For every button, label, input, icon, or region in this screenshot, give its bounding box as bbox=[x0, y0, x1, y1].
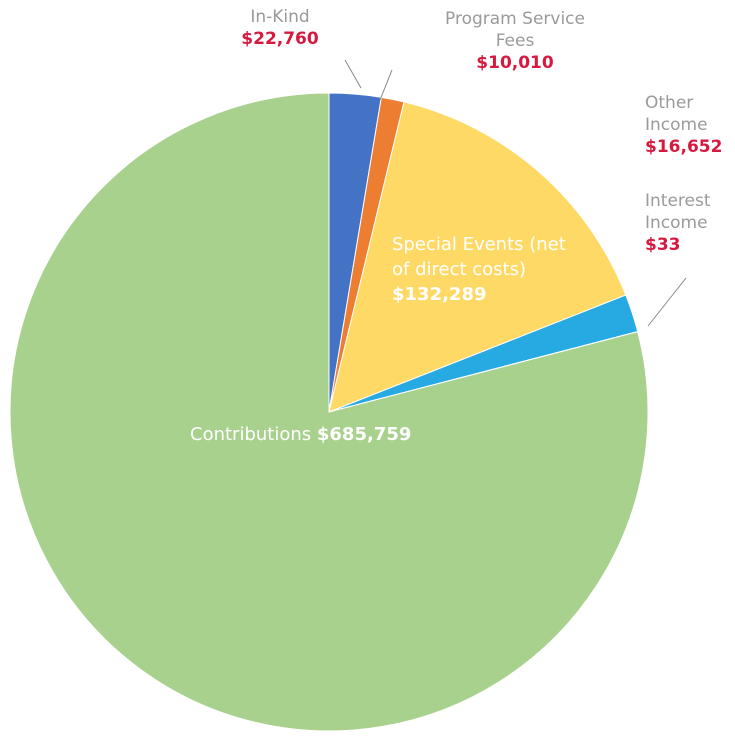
category: In-Kind bbox=[250, 7, 310, 27]
category: Program Service Fees bbox=[445, 9, 585, 51]
leader-line bbox=[379, 69, 393, 101]
leader-line bbox=[344, 59, 362, 89]
value-label: $685,759 bbox=[316, 424, 412, 445]
value-label: $132,289 bbox=[392, 284, 487, 305]
slice-label: Program Service Fees $10,010 bbox=[440, 8, 590, 74]
slice-label: Interest Income $33 bbox=[645, 190, 733, 256]
leader-line bbox=[647, 277, 687, 327]
category: Other Income bbox=[645, 93, 708, 135]
value-label: $22,760 bbox=[241, 29, 319, 49]
slice-label: In-Kind $22,760 bbox=[230, 6, 330, 50]
value-label: $16,652 bbox=[645, 137, 723, 157]
category: Interest Income bbox=[645, 191, 711, 233]
pie-slice bbox=[9, 92, 649, 732]
category: Special Events (net of direct costs) bbox=[392, 234, 566, 280]
pie bbox=[9, 92, 649, 732]
pie-slice bbox=[328, 101, 627, 413]
slice-label: Contributions $685,759 bbox=[190, 424, 510, 446]
value-label: $10,010 bbox=[476, 53, 554, 73]
slice-label: Special Events (net of direct costs) $13… bbox=[392, 232, 572, 307]
slice-label: Other Income $16,652 bbox=[645, 92, 733, 158]
value-label: $33 bbox=[645, 235, 681, 255]
category: Contributions bbox=[190, 424, 312, 445]
